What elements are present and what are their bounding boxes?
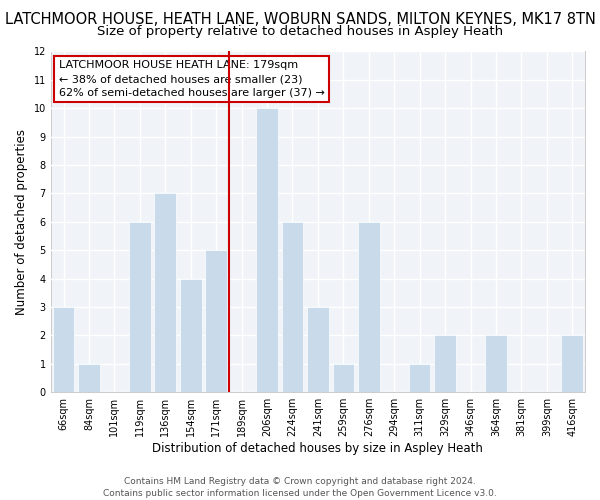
Bar: [154, 194, 176, 392]
Bar: [129, 222, 151, 392]
Text: Contains HM Land Registry data © Crown copyright and database right 2024.
Contai: Contains HM Land Registry data © Crown c…: [103, 476, 497, 498]
Bar: [358, 222, 380, 392]
Text: LATCHMOOR HOUSE, HEATH LANE, WOBURN SANDS, MILTON KEYNES, MK17 8TN: LATCHMOOR HOUSE, HEATH LANE, WOBURN SAND…: [5, 12, 595, 28]
Bar: [53, 307, 74, 392]
Bar: [307, 307, 329, 392]
Bar: [78, 364, 100, 392]
X-axis label: Distribution of detached houses by size in Aspley Heath: Distribution of detached houses by size …: [152, 442, 484, 455]
Bar: [434, 336, 456, 392]
Text: LATCHMOOR HOUSE HEATH LANE: 179sqm
← 38% of detached houses are smaller (23)
62%: LATCHMOOR HOUSE HEATH LANE: 179sqm ← 38%…: [59, 60, 325, 98]
Bar: [256, 108, 278, 392]
Bar: [281, 222, 303, 392]
Bar: [485, 336, 507, 392]
Bar: [332, 364, 354, 392]
Text: Size of property relative to detached houses in Aspley Heath: Size of property relative to detached ho…: [97, 25, 503, 38]
Bar: [562, 336, 583, 392]
Bar: [205, 250, 227, 392]
Bar: [180, 278, 202, 392]
Y-axis label: Number of detached properties: Number of detached properties: [15, 129, 28, 315]
Bar: [409, 364, 430, 392]
